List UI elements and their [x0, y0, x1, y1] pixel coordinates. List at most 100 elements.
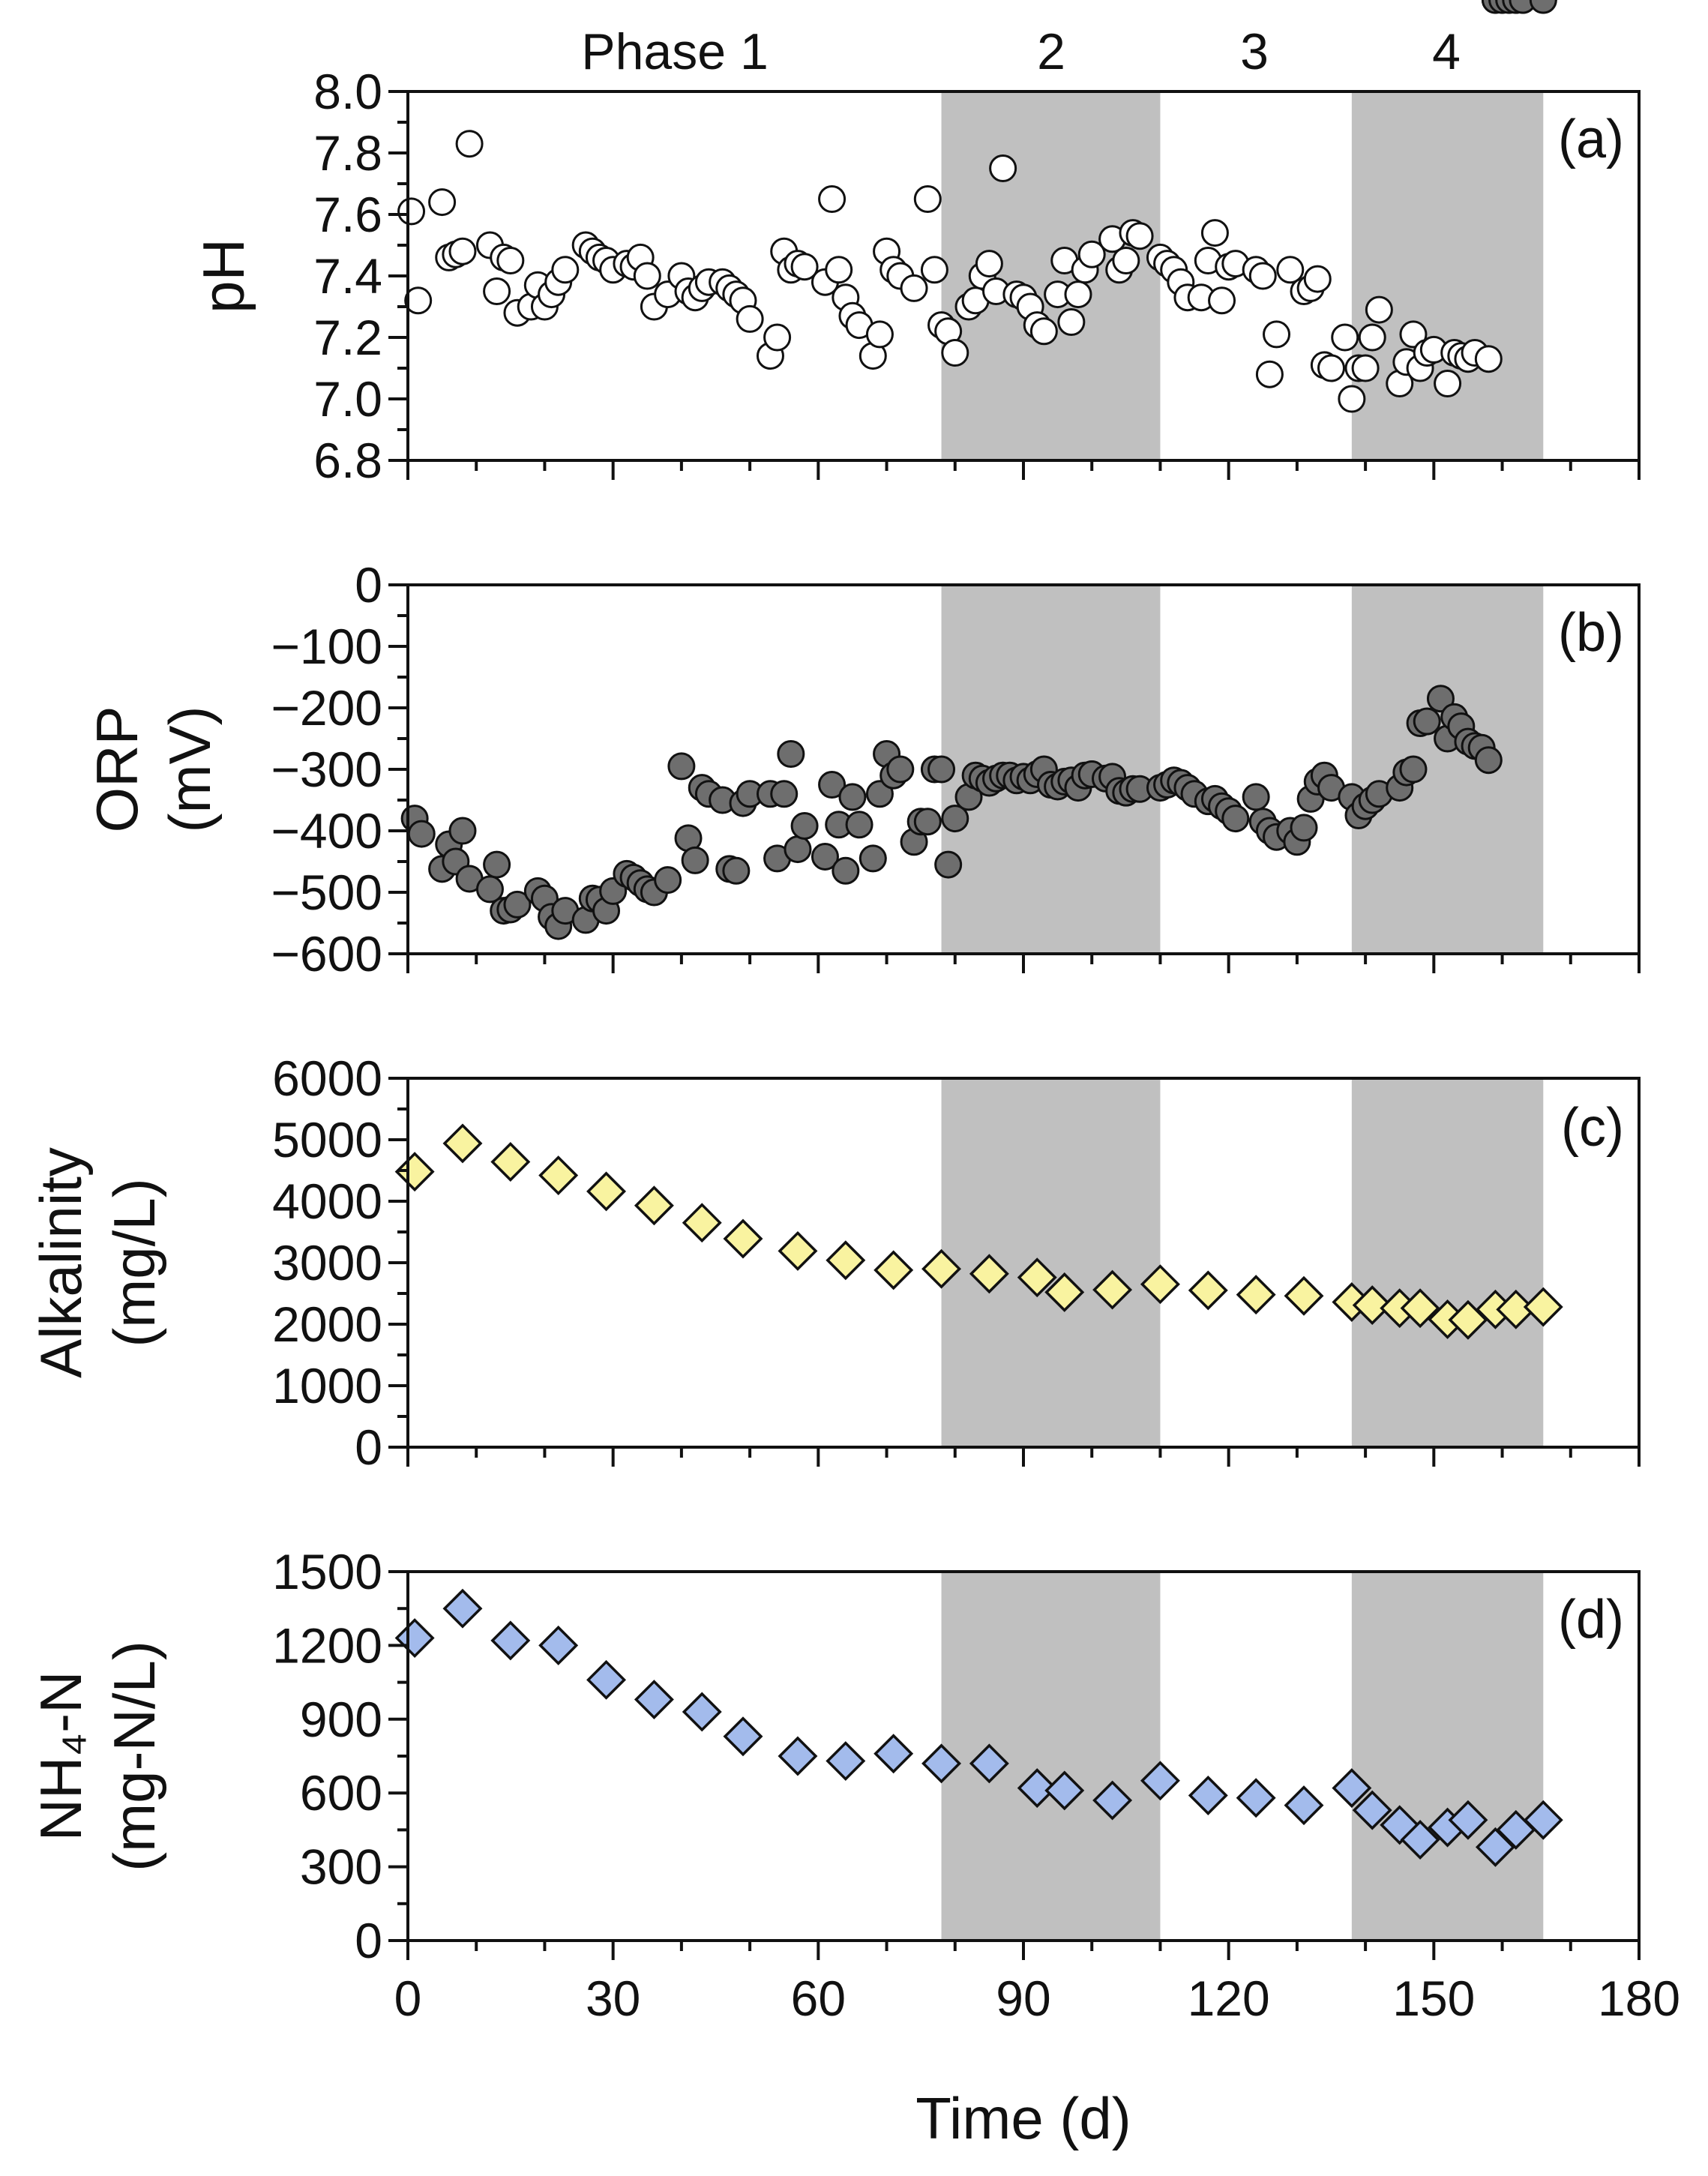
phase-label-4: 4: [1432, 23, 1461, 80]
panel-b-y-tick-label: −200: [271, 680, 382, 736]
panel-c-alkalinity: 0 1000 2000 3000 4000 5000 6000 (c) Alkalinity…: [28, 1051, 1641, 1475]
panel-b-y-tick-label: −500: [271, 865, 382, 920]
panel-d-y-tick-label: 600: [300, 1765, 382, 1821]
panel-a-data-point: [1125, 222, 1154, 250]
panel-c-y-tick-label: 3000: [272, 1235, 382, 1290]
panel-d-data-point: [634, 1680, 674, 1720]
panel-a-data-point: [1057, 308, 1086, 336]
panel-c-data-point: [634, 1185, 674, 1226]
panel-c-points: [394, 1123, 1563, 1340]
panel-c-data-point: [778, 1230, 818, 1271]
panel-b-data-point: [1413, 707, 1441, 736]
panel-c-data-point: [538, 1155, 579, 1196]
panel-b-data-point: [865, 780, 894, 808]
x-tick-label: 180: [1598, 1971, 1680, 2026]
panel-a-data-point: [455, 130, 484, 158]
panel-a-y-tick-label: 8.0: [313, 64, 382, 119]
panel-c-data-point: [873, 1250, 914, 1290]
panel-b-data-point: [1426, 685, 1455, 713]
panel-b-y-tick-label: −600: [271, 926, 382, 982]
panel-d-data-point: [1017, 1768, 1057, 1809]
panel-d-data-point: [1332, 1768, 1372, 1809]
panel-a-data-point: [1474, 345, 1503, 373]
panel-c-data-point: [1188, 1270, 1228, 1311]
panel-a-data-point: [1263, 320, 1291, 349]
panel-a-y-axis-title: pH: [190, 238, 256, 313]
panel-a-data-point: [818, 185, 847, 213]
panel-d-data-point: [969, 1743, 1009, 1784]
panel-c-data-point: [1017, 1257, 1057, 1298]
panel-c-data-point: [1044, 1272, 1085, 1312]
panel-a-y-tick-label: 7.2: [313, 310, 382, 365]
panel-b-y-tick-label: −300: [271, 742, 382, 797]
x-axis-title: Time (d): [915, 2085, 1131, 2151]
panel-d-data-point: [586, 1659, 627, 1700]
panel-b-data-point: [790, 811, 819, 840]
panel-d-data-point: [1092, 1780, 1133, 1821]
panel-d-phase-band-2: [1351, 1572, 1544, 1941]
panel-d-data-point: [1352, 1790, 1392, 1830]
panel-d-y-tick-label: 0: [355, 1913, 382, 1968]
panel-a-data-point: [913, 185, 942, 213]
panel-b-data-point: [832, 856, 860, 885]
panel-b-data-point: [1221, 805, 1250, 833]
panel-b-data-point: [448, 817, 477, 845]
panel-c-data-point: [442, 1123, 483, 1164]
panel-b-data-point: [811, 842, 839, 871]
panel-d-data-point: [394, 1618, 435, 1659]
panel-a-data-point: [975, 250, 1003, 278]
panel-b-data-point: [858, 844, 887, 873]
panel-a-data-point: [1399, 320, 1428, 349]
phase-label-2: 2: [1037, 23, 1065, 80]
panel-c-y-tick-label: 1000: [272, 1358, 382, 1413]
panel-b-data-point: [1509, 0, 1537, 14]
panel-b-y-tick-labels: −600 −500 −400 −300 −200 −100 0: [271, 557, 382, 982]
panel-c-shading: [941, 1078, 1544, 1447]
panel-a-data-point: [1303, 265, 1332, 293]
panel-a-data-point: [790, 253, 819, 281]
panel-c-data-point: [682, 1203, 722, 1243]
x-tick-label: 0: [394, 1971, 422, 2026]
panel-b-y-tick-label: −400: [271, 803, 382, 859]
panel-b-data-point: [1290, 814, 1318, 842]
panel-b-phase-band-2: [1351, 585, 1544, 954]
panel-a-y-tick-label: 7.8: [313, 125, 382, 181]
panel-a-data-point: [763, 323, 792, 352]
panel-a-data-point: [1351, 354, 1380, 382]
panel-b-data-point: [503, 890, 532, 919]
panel-b-data-point: [886, 755, 915, 784]
panel-b-data-point: [934, 850, 963, 879]
panel-d-data-point: [1284, 1785, 1324, 1826]
panel-a-data-point: [1434, 370, 1462, 397]
panel-c-data-point: [723, 1218, 763, 1259]
panel-d-data-point: [873, 1734, 914, 1774]
panel-a-data-point: [448, 237, 477, 265]
panel-d-y-tick-label: 1500: [272, 1544, 382, 1599]
panel-c-y-tick-label: 6000: [272, 1051, 382, 1106]
panel-d-data-point: [826, 1741, 866, 1782]
panel-b-data-point: [407, 820, 436, 848]
panel-a-data-point: [865, 320, 894, 349]
x-tick-label: 150: [1392, 1971, 1475, 2026]
panel-a-data-point: [1248, 262, 1277, 290]
panel-b-data-point: [927, 755, 956, 784]
panel-d-data-point: [1448, 1800, 1488, 1840]
panel-d-x-tick-labels: 0 30 60 90 120 150 180: [394, 1971, 1680, 2026]
panel-a-data-point: [1331, 323, 1359, 352]
panel-b-data-point: [1399, 755, 1428, 784]
panel-a-data-point: [1077, 240, 1106, 268]
panel-b-ticks: [388, 583, 1641, 973]
panel-c-data-point: [1140, 1264, 1180, 1305]
panel-d-data-point: [682, 1692, 722, 1732]
panel-c-y-tick-label: 2000: [272, 1296, 382, 1352]
x-tick-label: 30: [586, 1971, 640, 2026]
panel-a-data-point: [496, 247, 525, 274]
panel-d-data-point: [1236, 1778, 1276, 1818]
panel-d-y-tick-labels: 0 300 600 900 1200 1500: [272, 1544, 382, 1968]
panel-d-y-tick-label: 1200: [272, 1617, 382, 1673]
panel-a-data-point: [1317, 354, 1345, 382]
panel-a-data-point: [1200, 219, 1229, 247]
panel-d-y-tick-label: 900: [300, 1692, 382, 1747]
panel-b-data-point: [913, 808, 942, 836]
